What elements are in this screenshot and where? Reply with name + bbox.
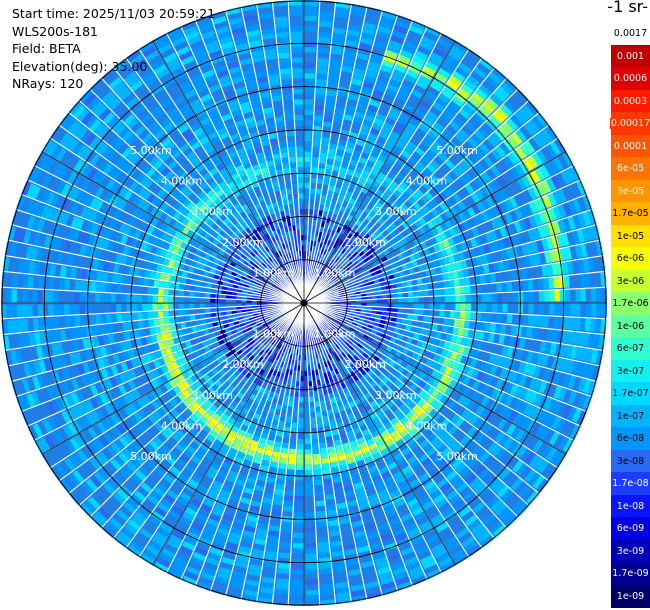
azimuth-spoke: [303, 302, 567, 455]
colorbar-tick-label: 0.0006: [612, 73, 649, 84]
colorbar-cell: 3e-07: [611, 359, 650, 383]
colorbar-tick-label: 3e-06: [615, 275, 646, 287]
colorbar-cell: 3e-05: [611, 179, 650, 203]
range-ring-label: 2.00km: [222, 236, 264, 249]
colorbar-cell: 3e-09: [611, 539, 650, 563]
colorbar-tick-label: 3e-07: [615, 365, 646, 377]
colorbar: 0.0017 0.001 0.0006 0.0003 0.00017 0.0001 6e-0…: [609, 22, 650, 608]
colorbar-cell: 1e-09: [611, 584, 650, 608]
range-ring-label: 3.00km: [191, 389, 233, 402]
nrays-text: NRays: 120: [12, 76, 84, 91]
colorbar-tick-label: 3e-08: [615, 455, 646, 467]
colorbar-cell: 6e-08: [611, 427, 650, 450]
colorbar-cell: 3e-08: [611, 449, 650, 473]
azimuth-spoke: [41, 302, 305, 455]
colorbar-tick-label: 0.0017: [613, 28, 648, 39]
azimuth-spoke: [303, 302, 456, 566]
colorbar-tick-label: 0.001: [615, 50, 646, 62]
field-text: Field: BETA: [12, 41, 81, 56]
colorbar-cell: 3e-06: [611, 269, 650, 293]
colorbar-cell: 0.0006: [611, 67, 650, 90]
range-ring-label: 5.00km: [130, 450, 172, 463]
range-ring-label: 3.00km: [375, 389, 417, 402]
range-ring-label: 5.00km: [436, 144, 478, 157]
colorbar-tick-label: 0.0003: [612, 95, 649, 107]
range-ring-label: 4.00km: [161, 175, 203, 188]
colorbar-tick-label: 1.7e-06: [611, 298, 650, 309]
azimuth-spoke: [152, 40, 305, 304]
center-marker: [301, 300, 307, 306]
colorbar-cell: 6e-06: [611, 247, 650, 270]
range-ring-label: 5.00km: [436, 450, 478, 463]
colorbar-unit-label: -1 sr-: [607, 0, 648, 16]
range-ring-label: 2.00km: [222, 358, 264, 371]
colorbar-tick-label: 6e-07: [615, 343, 646, 354]
range-ring-label: 1.00km: [253, 266, 295, 279]
colorbar-cell: 1e-08: [611, 494, 650, 518]
colorbar-cell: 1e-05: [611, 224, 650, 248]
colorbar-tick-label: 1e-09: [615, 590, 646, 602]
range-ring-label: 4.00km: [406, 175, 448, 188]
colorbar-tick-label: 3e-05: [615, 185, 646, 197]
range-ring-label: 2.00km: [344, 358, 386, 371]
colorbar-tick-label: 1.7e-07: [611, 388, 650, 399]
colorbar-tick-label: 1.7e-08: [611, 478, 650, 489]
colorbar-cell: 0.0001: [611, 134, 650, 158]
azimuth-spoke: [303, 40, 456, 304]
range-ring-label: 3.00km: [375, 205, 417, 218]
colorbar-cell: 0.0017: [611, 22, 650, 45]
colorbar-tick-label: 6e-08: [615, 433, 646, 444]
instrument-text: WLS200s-181: [12, 23, 98, 39]
range-ring-label: 1.00km: [314, 266, 356, 279]
azimuth-spoke: [152, 302, 305, 566]
range-ring-label: 5.00km: [130, 144, 172, 157]
azimuth-spoke: [303, 151, 567, 304]
colorbar-tick-label: 6e-09: [615, 523, 646, 534]
data-gates: [1, 0, 607, 606]
colorbar-tick-label: 1e-06: [615, 320, 646, 332]
range-ring-label: 4.00km: [161, 419, 203, 432]
range-ring-label: 1.00km: [314, 328, 356, 341]
colorbar-tick-label: 1e-05: [615, 230, 646, 242]
range-ring-label: 1.00km: [253, 328, 295, 341]
colorbar-cell: 6e-09: [611, 517, 650, 540]
range-ring-label: 4.00km: [406, 419, 448, 432]
colorbar-tick-label: 1e-08: [615, 500, 646, 512]
start-time-text: Start time: 2025/11/03 20:59:21: [12, 6, 216, 21]
elevation-text: Elevation(deg): 35.00: [12, 58, 148, 74]
colorbar-cell: 0.001: [611, 44, 650, 68]
colorbar-tick-label: 0.0001: [612, 140, 649, 152]
colorbar-cell: 1e-06: [611, 314, 650, 338]
colorbar-tick-label: 1.7e-05: [611, 208, 650, 219]
ppi-plot: 1.00km 1.00km 1.00km 1.00km 2.00km 2.00km 2.00…: [1, 0, 607, 606]
colorbar-cell: 1.7e-06: [611, 292, 650, 315]
colorbar-cell: 0.00017: [609, 112, 650, 135]
colorbar-tick-label: 6e-06: [615, 253, 646, 264]
colorbar-cell: 6e-05: [611, 157, 650, 180]
colorbar-cell: 1.7e-07: [611, 382, 650, 405]
colorbar-tick-label: 6e-05: [615, 163, 646, 174]
range-ring-label: 2.00km: [344, 236, 386, 249]
azimuth-spoke: [41, 151, 305, 304]
scan-info: Start time: 2025/11/03 20:59:21 WLS200s-…: [12, 5, 215, 93]
colorbar-tick-label: 3e-09: [615, 545, 646, 557]
colorbar-cell: 1.7e-09: [611, 562, 650, 585]
colorbar-cell: 6e-07: [611, 337, 650, 360]
colorbar-tick-label: 1e-07: [615, 410, 646, 422]
colorbar-cell: 1.7e-05: [611, 202, 650, 225]
colorbar-cell: 0.0003: [611, 89, 650, 113]
colorbar-cell: 1e-07: [611, 404, 650, 428]
colorbar-tick-label: 0.00017: [609, 118, 650, 129]
colorbar-cell: 1.7e-08: [611, 472, 650, 495]
colorbar-tick-label: 1.7e-09: [611, 568, 650, 579]
range-ring-label: 3.00km: [191, 205, 233, 218]
